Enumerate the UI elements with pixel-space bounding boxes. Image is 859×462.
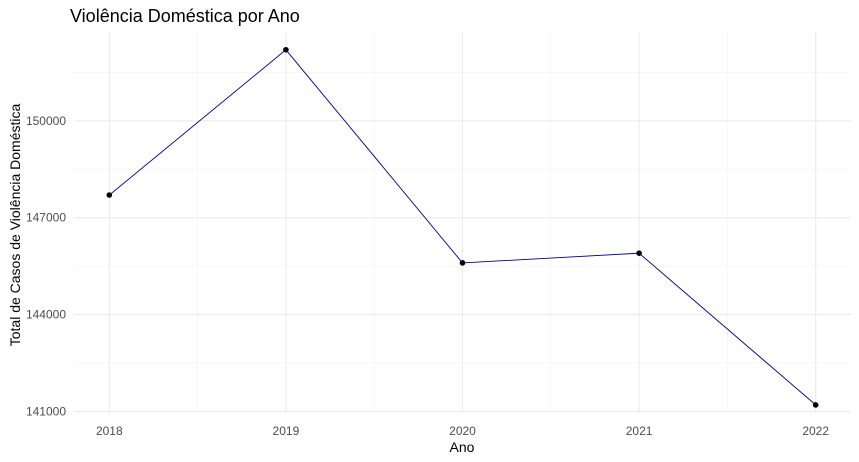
y-axis-ticks: 141000 144000 147000 150000 <box>26 114 66 419</box>
y-tick-label: 144000 <box>26 308 66 322</box>
y-axis-title: Total de Casos de Violência Doméstica <box>7 104 23 347</box>
major-gridlines <box>74 32 851 413</box>
x-axis-ticks: 2018 2019 2020 2021 2022 <box>96 424 829 438</box>
data-point <box>106 192 113 198</box>
y-tick-label: 150000 <box>26 114 66 128</box>
chart-title: Violência Doméstica por Ano <box>70 6 300 26</box>
x-tick-label: 2019 <box>273 424 300 438</box>
data-point <box>636 250 642 256</box>
x-tick-label: 2018 <box>96 424 123 438</box>
x-tick-label: 2021 <box>626 424 653 438</box>
x-axis-title: Ano <box>450 439 475 455</box>
y-tick-label: 147000 <box>26 211 66 225</box>
data-point <box>283 46 289 53</box>
x-tick-label: 2022 <box>802 424 829 438</box>
points-layer <box>106 46 819 408</box>
x-tick-label: 2020 <box>449 424 476 438</box>
data-point <box>459 260 466 266</box>
y-tick-label: 141000 <box>26 404 66 418</box>
data-point <box>812 402 819 408</box>
